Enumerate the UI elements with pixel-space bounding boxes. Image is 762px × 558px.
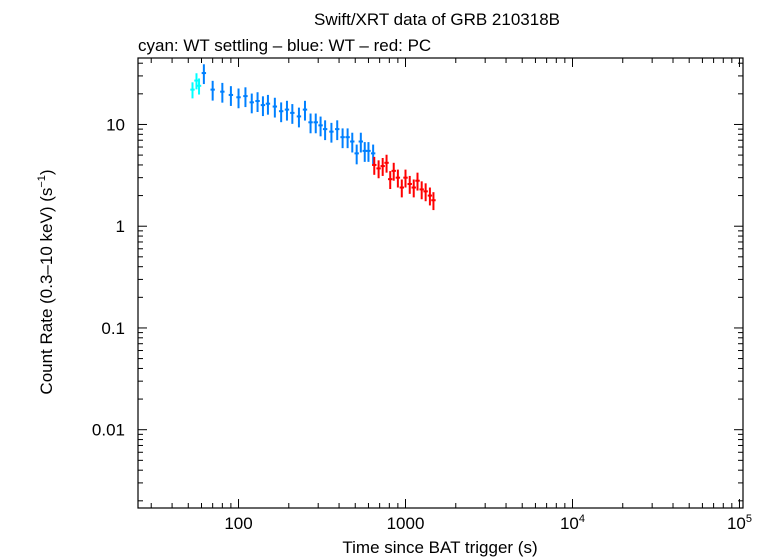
series-0 <box>190 73 202 99</box>
chart-subtitle: cyan: WT settling – blue: WT – red: PC <box>138 36 431 55</box>
y-tick-label: 0.1 <box>101 319 125 338</box>
x-axis-label: Time since BAT trigger (s) <box>342 538 537 557</box>
y-axis-label-main: Count Rate (0.3–10 keV) (s <box>37 188 56 395</box>
series-1 <box>201 64 376 165</box>
y-axis: 10 1 0.1 0.01 <box>92 62 743 502</box>
x-tick-label: 104 <box>560 513 585 533</box>
y-tick-label: 10 <box>106 115 125 134</box>
x-tick-label-base: 100 <box>224 514 252 533</box>
x-tick-label: 105 <box>727 513 752 533</box>
x-tick-label-base: 10 <box>727 514 746 533</box>
plot-frame <box>137 57 744 509</box>
x-tick-label-exponent: 4 <box>579 513 585 525</box>
y-tick-label: 1 <box>116 217 125 236</box>
y-axis-label-tail: ) <box>37 169 56 175</box>
plot-series <box>190 64 436 211</box>
y-axis-label-sup: −1 <box>36 175 48 188</box>
y-axis-label: Count Rate (0.3–10 keV) (s−1) <box>36 169 56 394</box>
x-tick-label-base: 10 <box>560 514 579 533</box>
x-tick-label: 100 <box>224 514 252 533</box>
chart-title: Swift/XRT data of GRB 210318B <box>314 10 560 29</box>
series-2 <box>372 154 436 211</box>
x-tick-label: 1000 <box>387 514 425 533</box>
x-axis: 100 1000 104 105 <box>150 58 752 533</box>
x-tick-label-base: 1000 <box>387 514 425 533</box>
y-tick-label: 0.01 <box>92 421 125 440</box>
x-tick-label-exponent: 5 <box>746 513 752 525</box>
